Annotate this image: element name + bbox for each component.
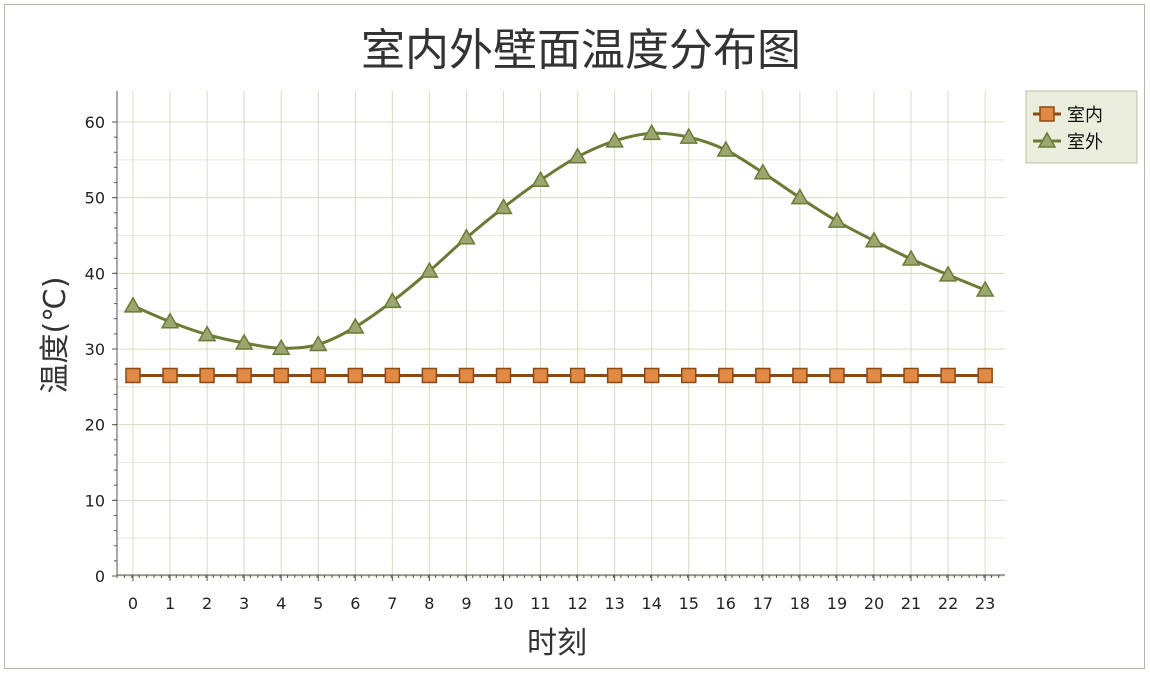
x-tick-label: 5	[313, 594, 323, 613]
x-tick-label: 23	[975, 594, 995, 613]
x-tick-label: 16	[716, 594, 736, 613]
x-tick-label: 6	[350, 594, 360, 613]
x-tick-label: 13	[604, 594, 624, 613]
data-point-triangle	[605, 131, 624, 148]
x-tick-label: 11	[530, 594, 550, 613]
x-tick-label: 10	[493, 594, 513, 613]
data-point-triangle	[864, 231, 884, 248]
chart-title: 室内外壁面温度分布图	[361, 25, 801, 76]
data-point-triangle	[346, 317, 365, 334]
data-point-square	[458, 367, 475, 384]
data-point-square	[199, 367, 215, 384]
data-point-triangle	[568, 147, 587, 164]
data-point-square	[718, 367, 734, 384]
legend-box	[1025, 90, 1138, 164]
data-point-square	[829, 367, 845, 384]
data-point-square	[421, 367, 438, 384]
data-point-square	[273, 367, 289, 384]
x-tick-label: 15	[679, 594, 699, 613]
data-point-triangle	[975, 280, 995, 297]
data-point-triangle	[679, 127, 699, 144]
x-tick-label: 21	[901, 594, 921, 613]
y-tick-label: 50	[85, 189, 105, 208]
data-point-triangle	[160, 312, 180, 329]
data-point-square	[495, 367, 512, 384]
x-axis-title: 时刻	[527, 626, 587, 661]
data-point-triangle	[197, 325, 217, 342]
x-tick-label: 12	[567, 594, 587, 613]
x-tick-label: 19	[827, 594, 847, 613]
data-point-square	[310, 367, 326, 384]
data-point-triangle	[642, 123, 661, 141]
y-tick-label: 30	[85, 340, 105, 359]
x-tick-label: 4	[276, 594, 286, 613]
data-point-square	[681, 367, 697, 384]
x-tick-label: 9	[461, 594, 471, 613]
y-tick-label: 60	[85, 113, 105, 132]
data-point-square	[903, 367, 919, 384]
data-point-square	[125, 367, 141, 384]
x-tick-label: 14	[642, 594, 662, 613]
legend-label: 室外	[1067, 132, 1103, 153]
x-tick-label: 22	[938, 594, 958, 613]
y-tick-labels: 0 10 20 30 40 50 60	[85, 113, 105, 586]
x-tick-label: 2	[202, 594, 212, 613]
data-point-square	[606, 367, 623, 384]
x-tick-label: 1	[165, 594, 175, 613]
data-point-square	[866, 367, 882, 384]
data-point-square	[643, 367, 660, 384]
x-tick-label: 0	[128, 594, 138, 613]
data-point-triangle	[457, 228, 476, 245]
y-tick-label: 10	[85, 491, 105, 510]
data-point-square	[792, 367, 808, 384]
legend-marker-triangle	[1037, 131, 1057, 148]
data-point-triangle	[420, 261, 439, 278]
data-point-square	[384, 367, 401, 384]
data-point-triangle	[234, 333, 254, 350]
x-tick-label: 3	[239, 594, 249, 613]
data-point-triangle	[790, 188, 810, 205]
data-point-triangle	[383, 291, 402, 309]
axes	[112, 91, 1005, 581]
y-axis-title: 温度(℃)	[38, 276, 73, 393]
x-tick-label: 20	[864, 594, 884, 613]
data-point-square	[347, 367, 364, 384]
y-tick-label: 0	[95, 567, 105, 586]
legend-marker-square	[1039, 106, 1055, 122]
data-point-triangle	[308, 334, 328, 352]
data-point-square	[236, 367, 252, 384]
data-point-triangle	[938, 265, 958, 282]
x-tick-label: 8	[424, 594, 434, 613]
data-point-square	[162, 367, 178, 384]
data-point-triangle	[827, 211, 847, 228]
data-point-square	[569, 367, 586, 384]
data-point-triangle	[716, 140, 736, 157]
data-point-square	[755, 367, 771, 384]
y-tick-label: 20	[85, 416, 105, 435]
x-tick-label: 7	[387, 594, 397, 613]
data-point-square	[940, 367, 956, 384]
x-tick-label: 18	[790, 594, 810, 613]
data-point-square	[532, 367, 549, 384]
y-tick-label: 40	[85, 264, 105, 283]
series-layer	[123, 123, 995, 384]
data-point-triangle	[753, 163, 773, 180]
gridlines	[117, 91, 1005, 577]
plot-area	[117, 91, 1005, 575]
data-point-triangle	[123, 296, 143, 313]
data-point-triangle	[901, 249, 921, 266]
x-tick-label: 17	[753, 594, 773, 613]
data-point-square	[977, 367, 993, 384]
x-tick-labels: 0 1 2 3 4 5 6 7 8 9 10 11 12 13 14 15 16 17 18 19 20 21 22 23	[128, 594, 995, 613]
data-point-triangle	[494, 197, 513, 215]
data-point-triangle	[531, 170, 550, 188]
chart-frame: 室内外壁面温度分布图 0 10 20 30 40 50 60 0 1 2 3 4 5 6 7 8 9 10 11 1…	[4, 4, 1145, 669]
data-point-triangle	[271, 338, 291, 355]
legend-label: 室内	[1067, 105, 1103, 126]
